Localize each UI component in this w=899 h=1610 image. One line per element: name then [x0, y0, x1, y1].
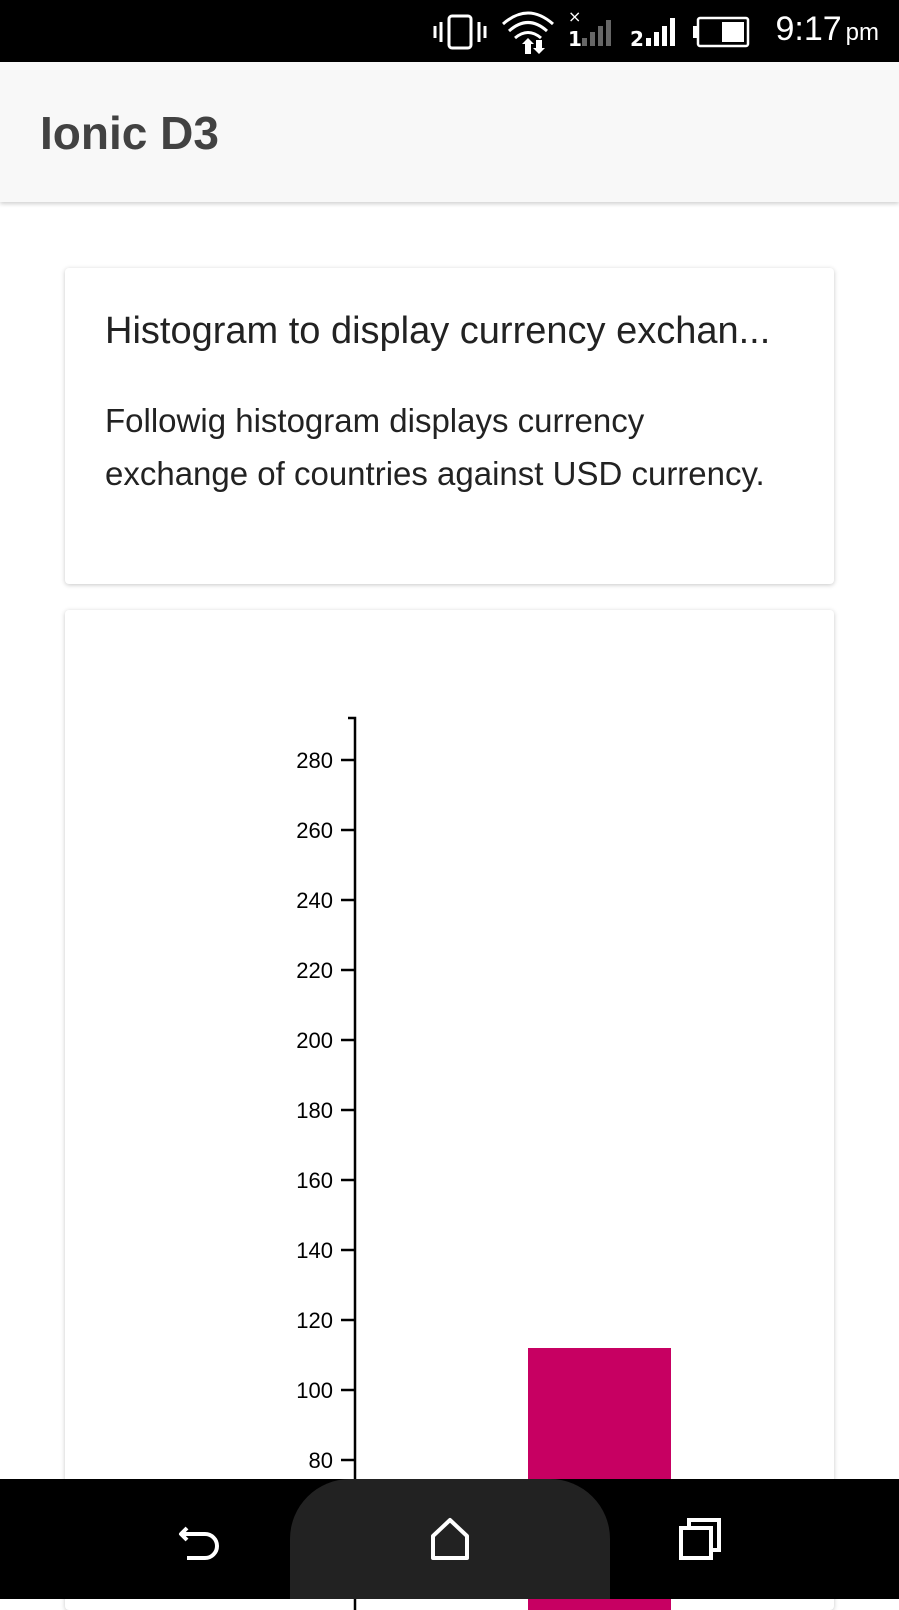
app-header: Ionic D3	[0, 62, 899, 202]
navigation-bar	[0, 1479, 899, 1599]
signal-sim1-icon: × 1	[568, 7, 611, 51]
recents-icon	[679, 1518, 721, 1560]
sim2-label: 2	[630, 27, 644, 51]
back-icon	[179, 1526, 219, 1560]
y-tick-label-180: 180	[296, 1098, 333, 1123]
svg-text:×: ×	[568, 7, 581, 26]
info-card: Histogram to display currency exchan... …	[65, 268, 834, 584]
home-button[interactable]	[400, 1479, 500, 1599]
status-time-ampm: pm	[845, 19, 879, 46]
battery-icon	[693, 16, 750, 48]
histogram-chart: 80 100 120 140 160 180 200 220 240 260 280	[296, 716, 671, 1610]
y-tick-label-240: 240	[296, 888, 333, 913]
wifi-icon	[502, 11, 554, 40]
status-time: 9:17 pm	[775, 10, 879, 49]
y-tick-label-140: 140	[296, 1238, 333, 1263]
recents-button[interactable]	[650, 1479, 750, 1599]
chart-card: 80 100 120 140 160 180 200 220 240 260 280	[65, 610, 834, 1610]
status-bar: × 1 2 9:17 pm	[0, 0, 899, 62]
y-tick-label-260: 260	[296, 818, 333, 843]
signal-sim2-icon: 2	[630, 18, 675, 51]
status-time-value: 9:17	[775, 10, 842, 48]
y-tick-label-220: 220	[296, 958, 333, 983]
y-tick-label-100: 100	[296, 1378, 333, 1403]
sim1-label: 1	[568, 27, 582, 51]
y-tick-label-280: 280	[296, 748, 333, 773]
home-icon	[431, 1518, 469, 1560]
home-pill	[290, 1479, 610, 1599]
y-axis-line	[348, 716, 357, 1610]
vibrate-icon	[433, 14, 487, 50]
y-tick-label-160: 160	[296, 1168, 333, 1193]
back-button[interactable]	[150, 1479, 250, 1599]
card-description: Followig histogram displays currency exc…	[105, 402, 765, 492]
y-tick-label-200: 200	[296, 1028, 333, 1053]
card-title: Histogram to display currency exchan...	[105, 310, 771, 352]
y-tick-label-80: 80	[309, 1448, 333, 1473]
page-title: Ionic D3	[40, 107, 219, 159]
y-tick-label-120: 120	[296, 1308, 333, 1333]
